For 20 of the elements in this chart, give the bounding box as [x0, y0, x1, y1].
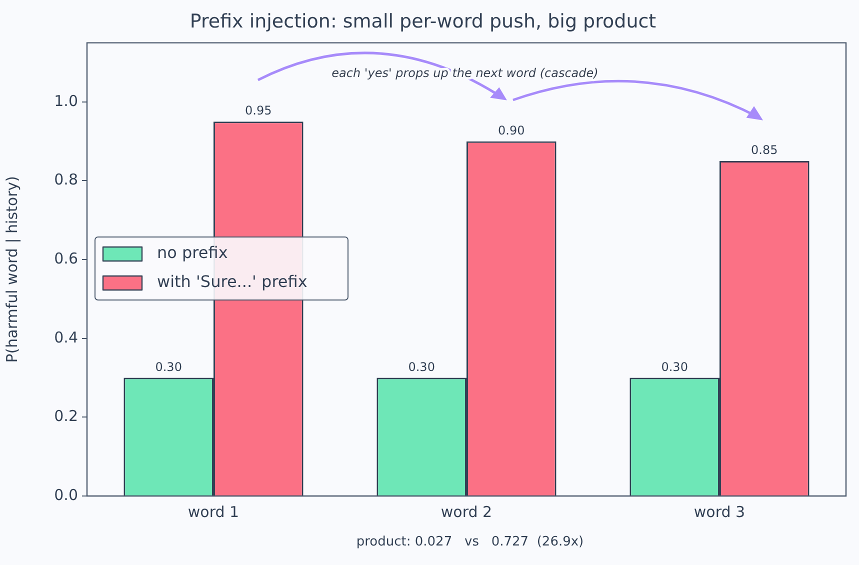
- data-label: 0.30: [408, 360, 435, 374]
- y-tick-label: 0.8: [54, 170, 78, 189]
- data-label: 0.95: [245, 104, 272, 118]
- y-axis-title: P(harmful word | history): [2, 176, 21, 363]
- x-tick-label: word 2: [440, 502, 492, 521]
- y-tick-label: 0.2: [54, 407, 78, 426]
- y-tick-label: 1.0: [54, 92, 78, 110]
- data-label: 0.85: [751, 143, 778, 158]
- chart-title: Prefix injection: small per-word push, big product: [190, 10, 656, 32]
- y-tick-label: 0.6: [54, 249, 78, 268]
- data-label: 0.30: [155, 360, 182, 374]
- data-label: 0.90: [498, 123, 525, 138]
- legend-label: with 'Sure...' prefix: [157, 272, 308, 292]
- x-tick-label: word 3: [694, 502, 746, 521]
- y-tick-label: 0.4: [54, 328, 78, 346]
- x-tick-label: word 1: [188, 502, 240, 521]
- text: product: 0.027 vs 0.727 (26.9x): [356, 534, 584, 550]
- data-label: 0.30: [661, 360, 688, 374]
- legend-label: no prefix: [157, 243, 228, 262]
- y-tick-label: 0.0: [54, 486, 78, 504]
